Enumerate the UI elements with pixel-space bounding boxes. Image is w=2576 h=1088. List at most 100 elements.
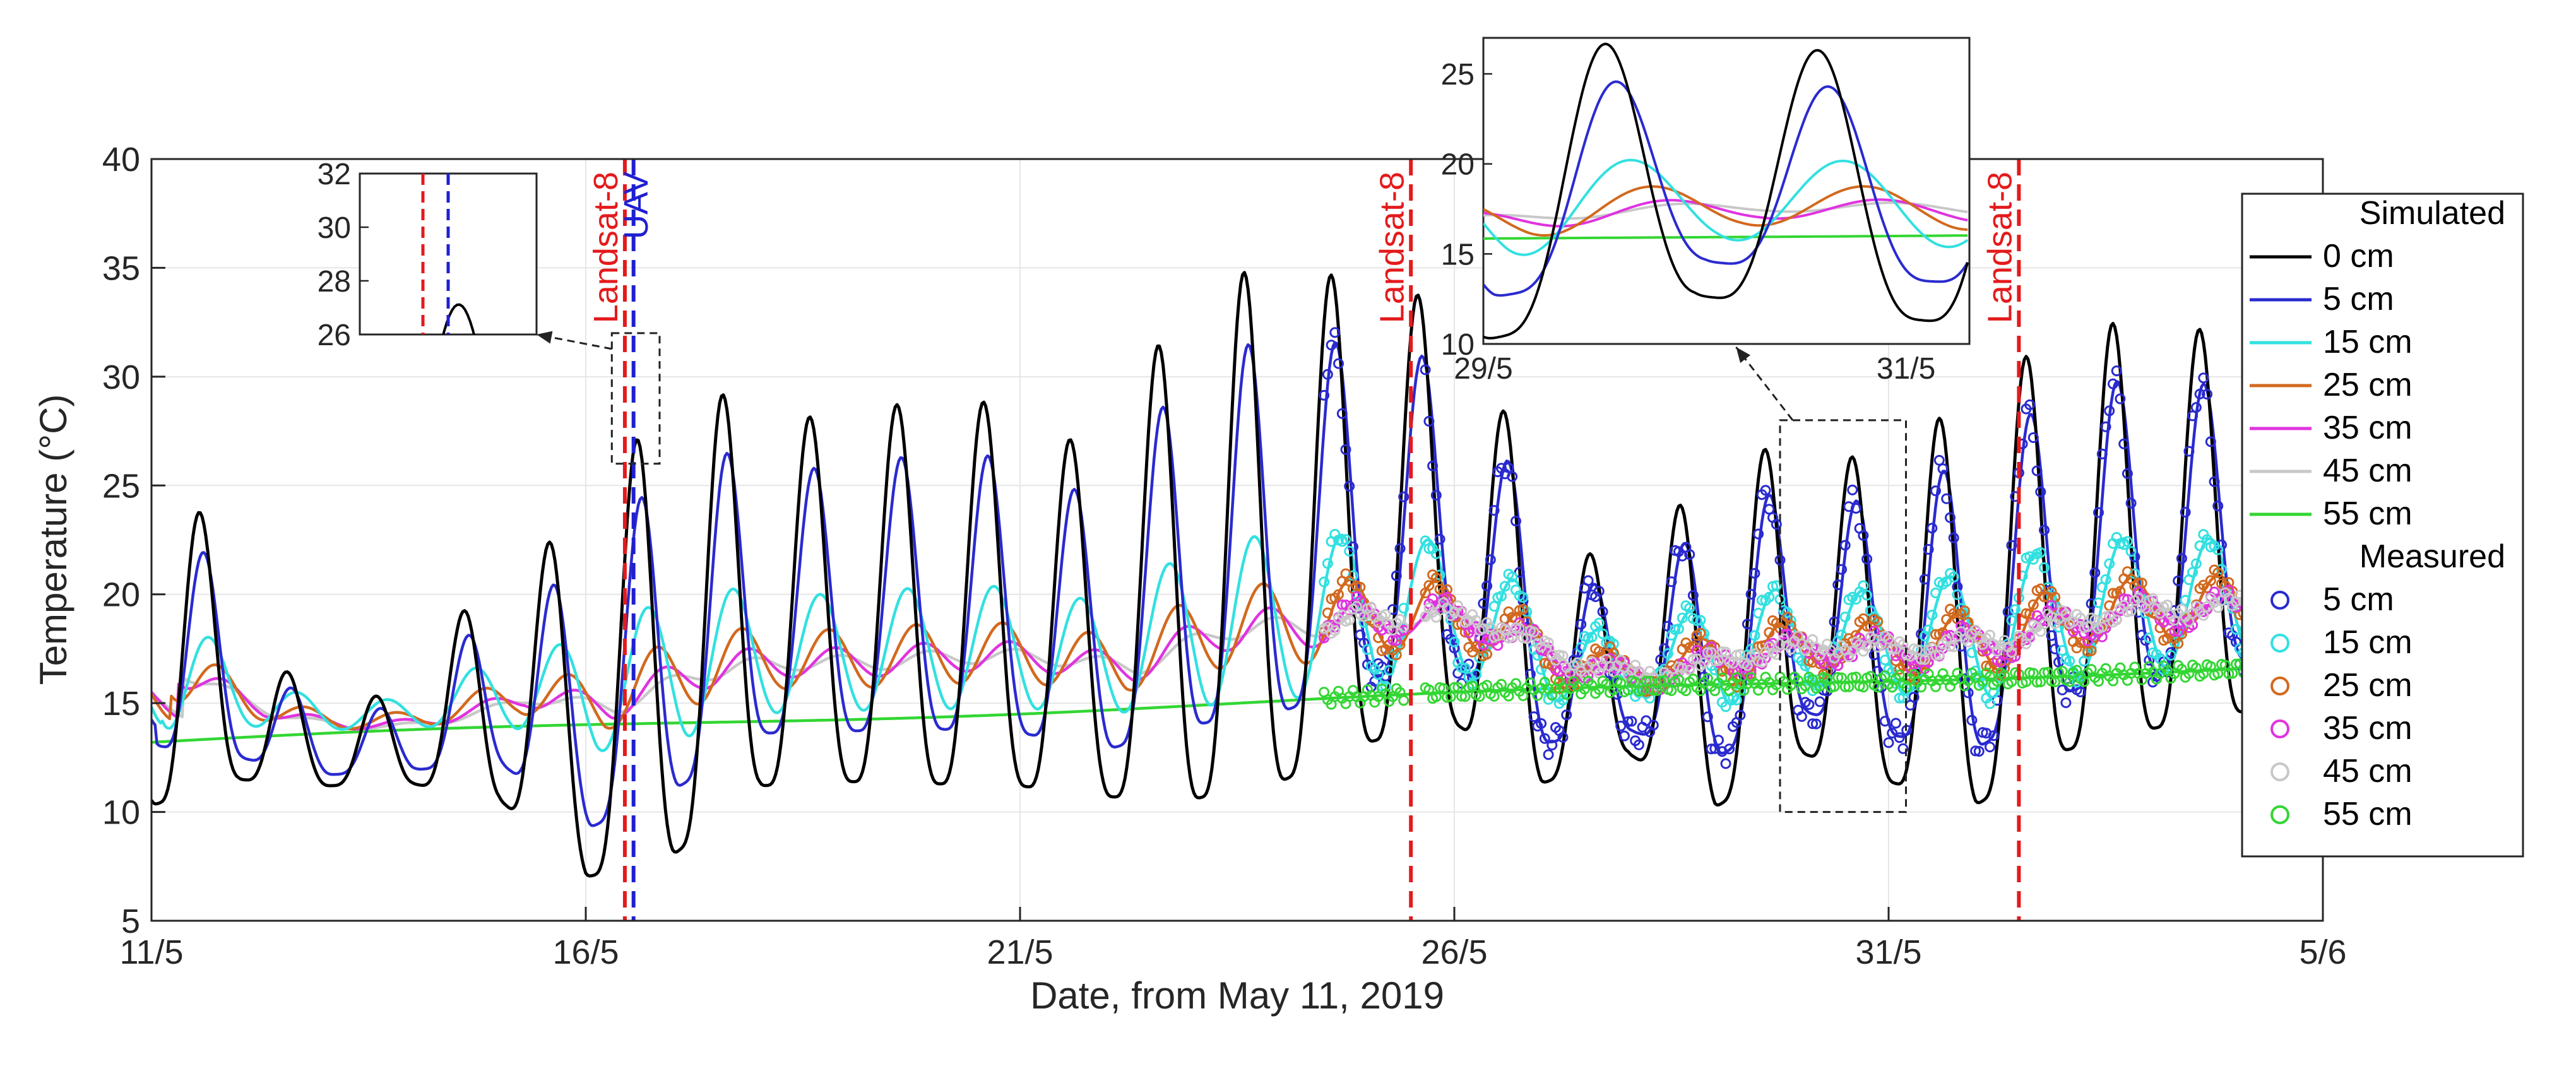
measured-point: [1459, 691, 1471, 702]
measured-point: [1449, 642, 1460, 654]
measured-point: [1930, 485, 1941, 497]
inset-y-tick-label: 28: [318, 265, 351, 299]
measured-point: [1398, 695, 1410, 706]
measured-point: [1887, 644, 1898, 654]
measured-point: [1782, 612, 1793, 623]
measured-point: [1622, 716, 1634, 727]
measured-point: [1810, 718, 1822, 730]
legend-title-measured: Measured: [2359, 538, 2505, 575]
measured-point: [2173, 626, 2184, 637]
measured-point: [2060, 609, 2072, 620]
measured-point: [1528, 627, 1540, 637]
measured-point: [1423, 580, 1435, 591]
measured-point: [1430, 490, 1442, 501]
inset-plot-area: [421, 174, 475, 334]
vertical-marker-label: Landsat-8: [1373, 172, 1411, 323]
measured-point: [1666, 685, 1677, 696]
inset-connector-arrowhead: [537, 331, 553, 344]
measured-point: [2075, 637, 2086, 648]
measured-point: [2075, 686, 2086, 697]
measured-point: [2122, 468, 2133, 479]
measured-point: [1988, 730, 1999, 742]
measured-point: [1485, 622, 1496, 633]
measured-point: [1380, 609, 1391, 620]
measured-point: [1916, 654, 1927, 665]
measured-point: [1659, 675, 1670, 686]
measured-point: [1941, 614, 1952, 625]
measured-point: [1970, 624, 1981, 636]
measured-point: [1720, 646, 1731, 658]
measured-point: [2209, 476, 2220, 487]
measured-point: [1945, 641, 1956, 652]
measured-point: [2093, 507, 2104, 518]
measured-point: [1858, 580, 1869, 591]
measured-point: [1387, 604, 1398, 615]
inset-y-tick-label: 25: [1441, 58, 1475, 92]
measured-point: [1394, 543, 1406, 554]
measured-point: [2176, 553, 2187, 564]
measured-point: [1333, 358, 1344, 369]
measured-point: [2021, 676, 2032, 687]
measured-point: [1340, 534, 1351, 545]
legend-label-simulated: 45 cm: [2323, 452, 2413, 489]
measured-point: [1876, 639, 1887, 650]
measured-point: [1391, 635, 1402, 646]
measured-point: [1687, 653, 1699, 665]
measured-point: [1373, 669, 1384, 680]
measured-point: [2035, 547, 2046, 558]
inset-connector-arrowhead: [1736, 347, 1751, 364]
measured-point: [1879, 670, 1890, 681]
measured-point: [2024, 608, 2036, 620]
measured-point: [1919, 654, 1930, 665]
measured-point: [2162, 600, 2173, 610]
measured-point: [1647, 719, 1659, 731]
measured-point: [1941, 493, 1952, 504]
measured-point: [1391, 649, 1402, 661]
measured-point: [1514, 567, 1525, 578]
measured-point: [1586, 632, 1598, 642]
measured-point: [1894, 692, 1905, 704]
inset-x-tick-label: 29/5: [1454, 352, 1512, 386]
measured-point: [1760, 485, 1771, 496]
measured-point: [1890, 718, 1901, 729]
measured-point: [1702, 711, 1713, 723]
measured-point: [1641, 675, 1652, 687]
measured-point: [1561, 709, 1572, 721]
measured-point: [1355, 581, 1366, 593]
measured-point: [1858, 530, 1869, 541]
legend-label-measured: 5 cm: [2323, 581, 2394, 618]
x-tick-label: 21/5: [987, 933, 1053, 971]
measured-point: [1633, 667, 1644, 678]
measured-point: [1680, 685, 1692, 697]
measured-point: [1999, 670, 2010, 681]
measured-point: [1507, 571, 1518, 582]
legend-label-measured: 25 cm: [2323, 667, 2413, 704]
measured-point: [1384, 665, 1395, 676]
measured-point: [1329, 625, 1341, 636]
measured-point: [1398, 491, 1410, 502]
measured-point: [1850, 503, 1861, 514]
measured-point: [1695, 615, 1706, 626]
x-tick-label: 5/6: [2299, 933, 2346, 971]
legend-label-measured: 45 cm: [2323, 753, 2413, 789]
measured-point: [2031, 465, 2043, 476]
measured-point: [1499, 624, 1511, 635]
measured-point: [2180, 507, 2191, 518]
measured-point: [2082, 621, 2093, 632]
measured-point: [1673, 674, 1684, 685]
measured-point: [1597, 606, 1608, 617]
measured-point: [2104, 405, 2115, 417]
measured-point: [1528, 711, 1540, 723]
measured-point: [1430, 548, 1442, 559]
measured-point: [2173, 575, 2184, 586]
measured-point: [1985, 742, 1995, 753]
measured-point: [1796, 711, 1807, 722]
legend-swatch-marker: [2270, 805, 2289, 824]
measured-point: [2122, 536, 2133, 547]
measured-point: [1449, 682, 1460, 693]
measured-point: [1507, 631, 1518, 642]
measured-point: [2125, 546, 2137, 557]
measured-point: [2021, 608, 2032, 619]
legend-swatch-marker: [2270, 677, 2289, 695]
measured-point: [1677, 550, 1688, 562]
